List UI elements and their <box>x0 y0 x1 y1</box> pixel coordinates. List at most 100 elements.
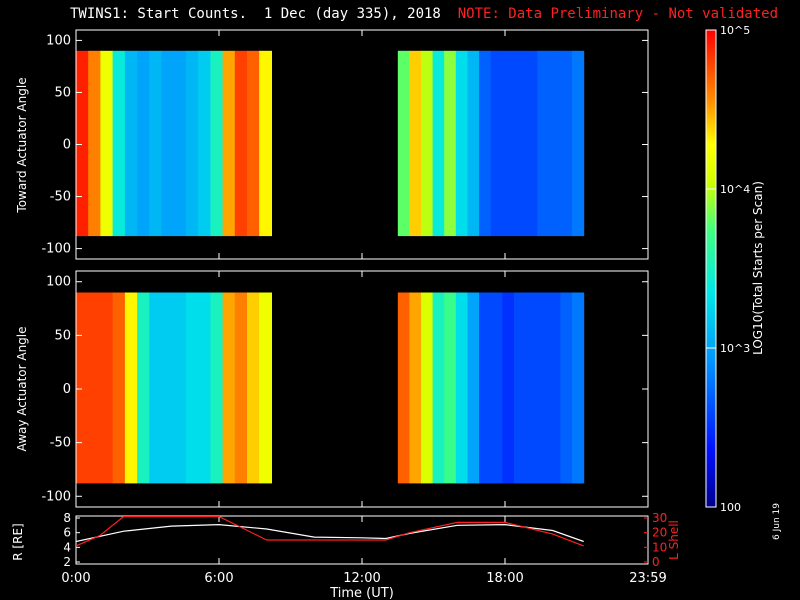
colorbar-tick-label: 10^5 <box>720 24 750 37</box>
heatmap-cell-b1-13 <box>548 50 561 237</box>
top-ylabel: Toward Actuator Angle <box>15 77 29 213</box>
heatmap-cell-b2-13 <box>234 292 248 484</box>
colorbar-tick-label: 100 <box>720 501 741 514</box>
heatmap-cell-b1-12 <box>537 50 550 237</box>
heatmap-cell-b0-5 <box>137 50 150 237</box>
heatmap-cell-b3-3 <box>432 292 445 484</box>
heatmap-cell-b3-0 <box>397 292 410 484</box>
heatmap-cell-b2-0 <box>76 292 89 484</box>
heatmap-cell-b1-6 <box>467 50 480 237</box>
heatmap-cell-b3-13 <box>548 292 561 484</box>
heatmap-cell-b3-15 <box>572 292 585 484</box>
x-tick-label: 6:00 <box>204 571 233 586</box>
heatmap-cell-b0-0 <box>76 50 89 237</box>
y-tick-label: 50 <box>54 85 71 100</box>
title-text: TWINS1: Start Counts. 1 Dec (day 335), 2… <box>70 6 441 22</box>
heatmap-cell-b1-1 <box>409 50 422 237</box>
y-tick-label: -50 <box>50 436 71 451</box>
x-tick-label: 18:00 <box>486 571 523 586</box>
orbit-right-label: L Shell <box>667 520 681 560</box>
heatmap-cell-b0-12 <box>222 50 236 237</box>
heatmap-cell-b0-14 <box>247 50 260 237</box>
heatmap-cell-b1-14 <box>560 50 573 237</box>
x-tick-label: 23:59 <box>629 571 666 586</box>
heatmap-cell-b3-7 <box>479 292 492 484</box>
heatmap-cell-b3-2 <box>421 292 434 484</box>
heatmap-cell-b2-14 <box>247 292 260 484</box>
date-stamp: 6 Jun 19 <box>772 503 782 540</box>
heatmap-cell-b2-1 <box>88 292 101 484</box>
heatmap-cell-b0-2 <box>100 50 114 237</box>
lshell-series-line <box>76 516 584 547</box>
heatmap-cell-b0-11 <box>210 50 224 237</box>
heatmap-cell-b0-7 <box>161 50 175 237</box>
heatmap-cell-b3-8 <box>490 292 503 484</box>
heatmap-cell-b0-1 <box>88 50 101 237</box>
heatmap-cell-b2-12 <box>222 292 236 484</box>
heatmap-cell-b3-10 <box>513 292 527 484</box>
heatmap-cell-b2-11 <box>210 292 224 484</box>
heatmap-cell-b2-8 <box>173 292 187 484</box>
heatmap-cell-b1-5 <box>455 50 468 237</box>
heatmap-cell-b0-13 <box>234 50 248 237</box>
heatmap-cell-b0-15 <box>259 50 272 237</box>
heatmap-cell-b2-4 <box>124 292 138 484</box>
heatmap-cell-b2-3 <box>112 292 126 484</box>
colorbar-label: LOG10(Total Starts per Scan) <box>751 181 765 355</box>
heatmap-cell-b1-4 <box>444 50 457 237</box>
heatmap-cell-b1-0 <box>397 50 410 237</box>
heatmap-cell-b2-2 <box>100 292 114 484</box>
heatmap-cell-b3-5 <box>455 292 468 484</box>
heatmap-cell-b1-7 <box>479 50 492 237</box>
lshell-tick-label: 20 <box>652 526 667 540</box>
heatmap-cell-b3-1 <box>409 292 422 484</box>
lshell-tick-label: 10 <box>652 540 667 554</box>
x-tick-label: 12:00 <box>343 571 380 586</box>
y-tick-label: -100 <box>41 242 71 257</box>
bottom-ylabel: Away Actuator Angle <box>15 326 29 451</box>
heatmap-cell-b0-10 <box>198 50 211 237</box>
orbit-left-label: R [RE] <box>11 523 25 560</box>
r-tick-label: 8 <box>63 511 71 525</box>
heatmap-cell-b3-12 <box>537 292 550 484</box>
r-series-line <box>76 523 584 543</box>
preliminary-note: NOTE: Data Preliminary - Not validated <box>457 6 779 22</box>
xaxis-label: Time (UT) <box>329 586 394 600</box>
heatmap-cell-b2-10 <box>198 292 211 484</box>
heatmap-cell-b1-3 <box>432 50 445 237</box>
heatmap-cell-b2-6 <box>149 292 163 484</box>
heatmap-cell-b2-5 <box>137 292 150 484</box>
heatmap-cell-b1-15 <box>572 50 585 237</box>
colorbar <box>705 29 717 508</box>
y-tick-label: -50 <box>50 190 71 205</box>
x-tick-label: 0:00 <box>61 571 90 586</box>
chart-title: TWINS1: Start Counts. 1 Dec (day 335), 2… <box>70 6 778 22</box>
heatmap-cell-b1-9 <box>502 50 515 237</box>
heatmap-cell-b2-7 <box>161 292 175 484</box>
y-tick-label: 100 <box>46 33 71 48</box>
lshell-tick-label: 30 <box>652 511 667 525</box>
heatmap-cell-b1-8 <box>490 50 503 237</box>
r-tick-label: 4 <box>63 540 71 554</box>
heatmap-cell-b3-14 <box>560 292 573 484</box>
colorbar-tick-label: 10^4 <box>720 183 750 196</box>
heatmap-cell-b0-4 <box>124 50 138 237</box>
heatmap-cell-b0-8 <box>173 50 187 237</box>
y-tick-label: 0 <box>63 382 71 397</box>
y-tick-label: 100 <box>46 275 71 290</box>
heatmap-cell-b3-4 <box>444 292 457 484</box>
colorbar-tick-label: 10^3 <box>720 342 750 355</box>
heatmap-cell-b3-6 <box>467 292 480 484</box>
heatmap-cell-b1-10 <box>513 50 527 237</box>
y-tick-label: 0 <box>63 138 71 153</box>
lshell-tick-label: 0 <box>652 555 660 569</box>
heatmap-cell-b3-11 <box>525 292 538 484</box>
heatmap-cell-b1-2 <box>421 50 434 237</box>
y-tick-label: -100 <box>41 489 71 504</box>
r-tick-label: 6 <box>63 526 71 540</box>
heatmap-cell-b0-3 <box>112 50 126 237</box>
heatmap-cell-b1-11 <box>525 50 538 237</box>
heatmap-cell-b2-9 <box>185 292 199 484</box>
heatmap-cell-b2-15 <box>259 292 272 484</box>
